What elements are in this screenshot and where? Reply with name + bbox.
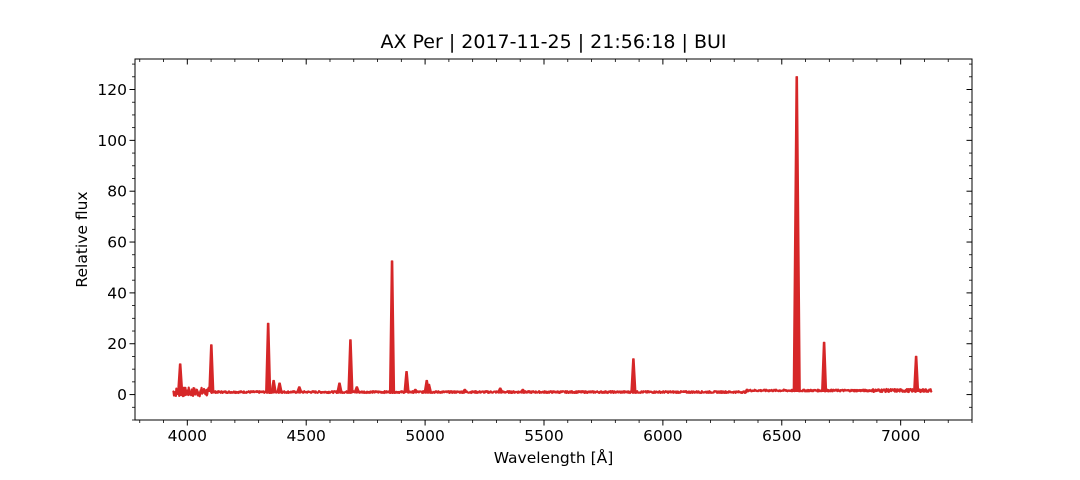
emission-line-peak xyxy=(336,382,343,393)
x-tick-label: 6000 xyxy=(643,427,682,445)
emission-line-peak xyxy=(177,363,184,393)
x-tick-label: 4000 xyxy=(168,427,207,445)
x-tick-label: 6500 xyxy=(762,427,801,445)
y-tick-label: 60 xyxy=(107,234,127,252)
x-tick-label: 7000 xyxy=(881,427,920,445)
emission-line-peak xyxy=(208,344,215,393)
emission-line-peak xyxy=(403,371,410,393)
plot-frame xyxy=(134,58,973,421)
emission-line-peak xyxy=(461,388,468,393)
x-tick-label: 5500 xyxy=(524,427,563,445)
spectrum-layer xyxy=(172,76,933,398)
y-tick-label: 40 xyxy=(107,284,127,302)
x-tick-label: 5000 xyxy=(405,427,444,445)
emission-line-peak xyxy=(497,387,504,393)
emission-line-peak xyxy=(296,386,303,393)
emission-line-peak xyxy=(347,339,354,393)
emission-line-peak xyxy=(519,388,526,393)
y-tick-label: 0 xyxy=(117,386,127,404)
emission-line-peak xyxy=(353,386,360,393)
y-tick-label: 20 xyxy=(107,335,127,353)
emission-line-peak xyxy=(265,322,272,393)
y-axis-label: Relative flux xyxy=(73,191,91,287)
emission-line-peak xyxy=(630,358,637,393)
emission-line-peak xyxy=(276,382,283,393)
emission-line-peak xyxy=(792,76,801,393)
y-tick-label: 120 xyxy=(97,81,127,99)
x-tick-label: 4500 xyxy=(286,427,325,445)
emission-line-peak xyxy=(425,383,432,393)
x-axis-label: Wavelength [Å] xyxy=(494,448,614,467)
emission-line-peak xyxy=(412,388,419,393)
tick-layer: 4000 4500 5000 5500 6000 6500 7000 0 20 40 60 80 100… xyxy=(97,59,973,445)
y-tick-label: 80 xyxy=(107,183,127,201)
emission-line-peak xyxy=(270,379,277,393)
plot-area: 4000 4500 5000 5500 6000 6500 7000 0 20 40 60 80 100… xyxy=(97,58,973,445)
spectrum-continuum-line xyxy=(172,386,933,398)
chart-title: AX Per | 2017-11-25 | 21:56:18 | BUI xyxy=(380,31,726,53)
y-tick-label: 100 xyxy=(97,132,127,150)
emission-line-peak xyxy=(821,341,828,393)
emission-line-peak xyxy=(913,355,920,393)
emission-line-peak xyxy=(388,260,396,393)
